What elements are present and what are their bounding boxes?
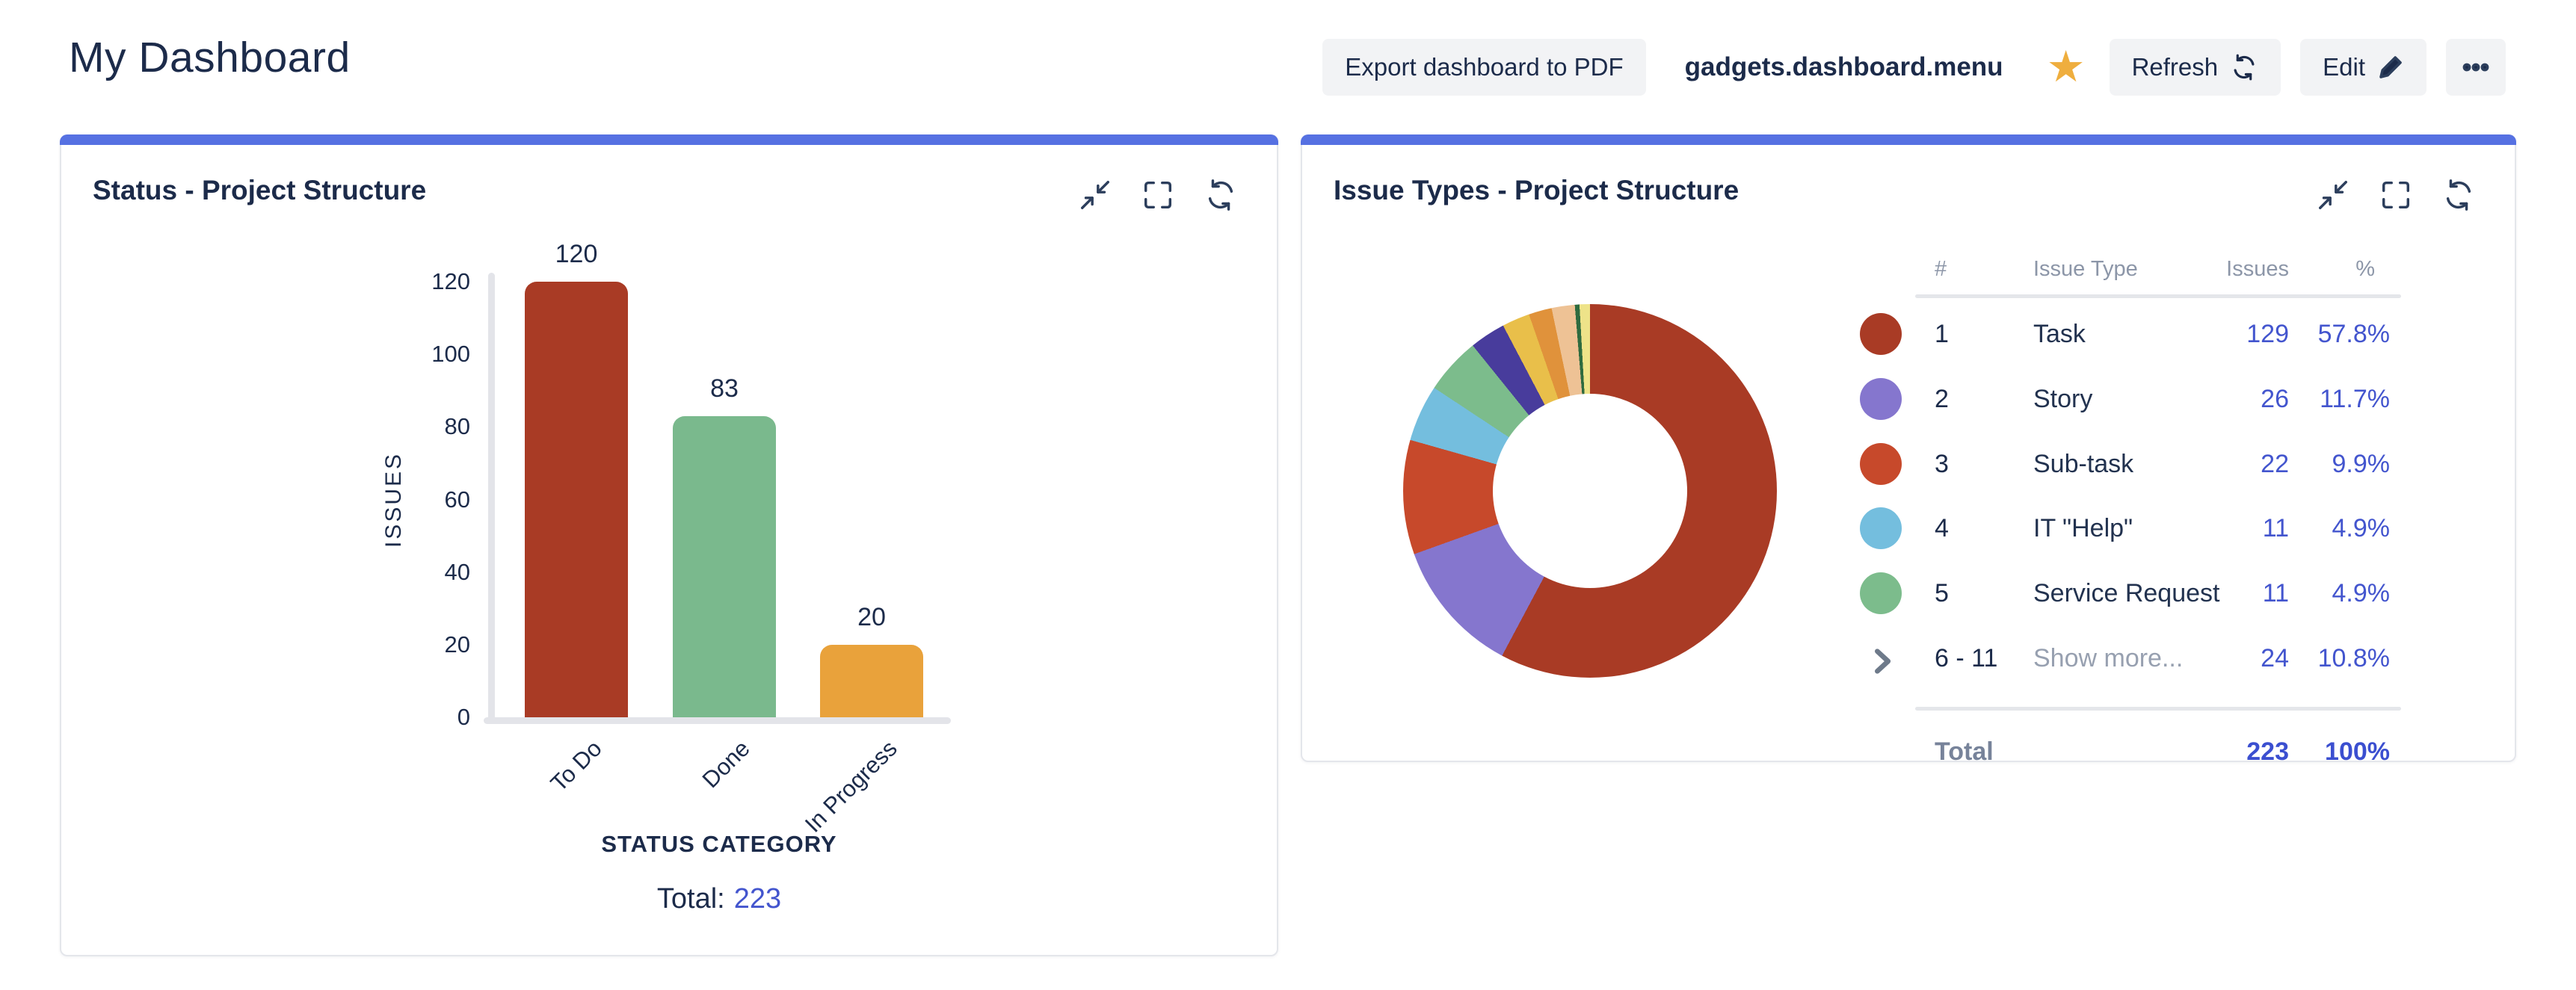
refresh-icon bbox=[2230, 53, 2258, 81]
issue-types-donut-chart[interactable] bbox=[1403, 304, 1777, 678]
percent-link[interactable]: 4.9% bbox=[2332, 514, 2391, 543]
issue-type-name: Sub-task bbox=[2033, 449, 2134, 478]
more-button[interactable] bbox=[2446, 39, 2506, 96]
dashboard-header: My Dashboard Export dashboard to PDF gad… bbox=[0, 0, 2576, 134]
percent-link[interactable]: 11.7% bbox=[2320, 384, 2390, 413]
header-actions: Export dashboard to PDF gadgets.dashboar… bbox=[1322, 39, 2506, 96]
status-total-value-link[interactable]: 223 bbox=[733, 883, 782, 915]
legend-dot bbox=[1860, 442, 1902, 485]
total-percent-link[interactable]: 100% bbox=[2325, 737, 2390, 766]
issues-count-link[interactable]: 24 bbox=[2261, 644, 2289, 672]
y-axis-line bbox=[488, 273, 495, 724]
percent-link[interactable]: 4.9% bbox=[2332, 579, 2391, 608]
x-category-label: In Progress bbox=[799, 735, 902, 838]
percent-link[interactable]: 9.9% bbox=[2332, 449, 2391, 478]
status-total-label: Total: bbox=[656, 883, 725, 915]
y-tick-label: 20 bbox=[444, 631, 470, 658]
total-label: Total bbox=[1935, 737, 1994, 766]
row-number: 5 bbox=[1935, 579, 1949, 608]
x-category-label: To Do bbox=[545, 735, 607, 797]
bar-done[interactable] bbox=[673, 415, 776, 717]
refresh-label: Refresh bbox=[2131, 53, 2219, 81]
legend-dot bbox=[1860, 377, 1902, 420]
row-number: 4 bbox=[1935, 514, 1949, 543]
issue-type-name: IT "Help" bbox=[2033, 514, 2133, 543]
gadget-accent-bar bbox=[60, 134, 1278, 145]
y-tick-label: 60 bbox=[444, 486, 470, 513]
total-issues-link[interactable]: 223 bbox=[2246, 737, 2289, 766]
y-tick-label: 80 bbox=[444, 413, 470, 440]
collapse-icon[interactable] bbox=[1078, 178, 1112, 212]
y-tick-label: 40 bbox=[444, 558, 470, 585]
refresh-gadget-icon[interactable] bbox=[1204, 178, 1238, 212]
refresh-button[interactable]: Refresh bbox=[2109, 39, 2281, 96]
y-tick-label: 120 bbox=[431, 268, 470, 294]
table-header-rule bbox=[1915, 294, 2401, 298]
issue-type-name: Task bbox=[2033, 320, 2086, 348]
x-category-label: Done bbox=[697, 735, 755, 793]
gadget-accent-bar bbox=[1301, 134, 2516, 145]
gadget-actions bbox=[1078, 178, 1238, 212]
fullscreen-icon[interactable] bbox=[2379, 178, 2413, 212]
donut-hole bbox=[1493, 394, 1687, 588]
issues-count-link[interactable]: 129 bbox=[2246, 320, 2289, 348]
row-number: 2 bbox=[1935, 384, 1949, 413]
row-number: 1 bbox=[1935, 320, 1949, 348]
row-number: 3 bbox=[1935, 449, 1949, 478]
dashboard-menu-label: gadgets.dashboard.menu bbox=[1684, 52, 2003, 81]
table-total-rule bbox=[1915, 706, 2401, 711]
export-pdf-button[interactable]: Export dashboard to PDF bbox=[1322, 39, 1646, 96]
collapse-icon[interactable] bbox=[2316, 178, 2350, 212]
page-title: My Dashboard bbox=[69, 34, 351, 81]
issue-type-name: Service Request bbox=[2033, 579, 2220, 608]
legend-dot bbox=[1860, 313, 1902, 355]
bar-value-label: 20 bbox=[857, 602, 886, 631]
favorite-star-icon[interactable]: ★ bbox=[2046, 43, 2086, 91]
issues-count-link[interactable]: 11 bbox=[2262, 579, 2289, 608]
y-axis-title: ISSUES bbox=[381, 451, 406, 548]
legend-dot bbox=[1860, 507, 1902, 550]
bar-to-do[interactable] bbox=[525, 282, 628, 717]
gadget-status: Status - Project Structure 0 20 40 60 80 100 1… bbox=[60, 134, 1278, 956]
y-tick-label: 100 bbox=[431, 341, 470, 368]
x-axis-title: STATUS CATEGORY bbox=[601, 831, 837, 857]
issues-count-link[interactable]: 26 bbox=[2261, 384, 2289, 413]
pencil-icon bbox=[2377, 54, 2404, 81]
col-header-issues: Issues bbox=[2226, 257, 2289, 281]
edit-label: Edit bbox=[2323, 53, 2365, 81]
issues-count-link[interactable]: 22 bbox=[2261, 449, 2289, 478]
gadget-title-status: Status - Project Structure bbox=[93, 175, 427, 205]
show-more-link[interactable]: Show more... bbox=[2033, 644, 2184, 672]
bar-in-progress[interactable] bbox=[820, 644, 923, 717]
percent-link[interactable]: 57.8% bbox=[2317, 320, 2390, 348]
gadget-issue-types: Issue Types - Project Structure # Issue T… bbox=[1301, 134, 2516, 766]
col-header-issue-type: Issue Type bbox=[2033, 257, 2138, 281]
gadget-title-issue-types: Issue Types - Project Structure bbox=[1334, 175, 1740, 205]
col-header-percent: % bbox=[2355, 257, 2375, 281]
ellipsis-icon bbox=[2461, 52, 2491, 82]
edit-button[interactable]: Edit bbox=[2300, 39, 2426, 96]
bar-value-label: 120 bbox=[555, 240, 598, 268]
fullscreen-icon[interactable] bbox=[1141, 178, 1175, 212]
row-number: 6 - 11 bbox=[1935, 644, 1998, 672]
issue-type-name: Story bbox=[2033, 384, 2093, 413]
percent-link[interactable]: 10.8% bbox=[2317, 644, 2390, 672]
y-tick-label: 0 bbox=[457, 704, 470, 730]
legend-dot bbox=[1860, 572, 1902, 615]
bar-value-label: 83 bbox=[710, 374, 739, 403]
issues-count-link[interactable]: 11 bbox=[2262, 514, 2289, 543]
export-pdf-label: Export dashboard to PDF bbox=[1345, 53, 1624, 81]
refresh-gadget-icon[interactable] bbox=[2441, 178, 2476, 212]
x-axis-line bbox=[484, 717, 951, 724]
col-header-number: # bbox=[1935, 257, 1947, 281]
gadget-actions bbox=[2316, 178, 2476, 212]
show-more-chevron-icon[interactable] bbox=[1867, 646, 1897, 680]
status-total: Total: 223 bbox=[457, 883, 981, 915]
